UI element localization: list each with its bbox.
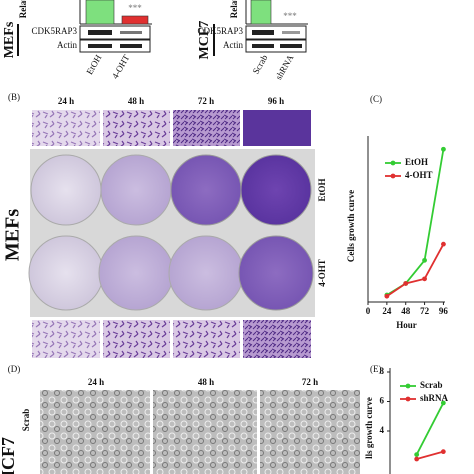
- series-line: [415, 402, 445, 456]
- data-point: [441, 241, 446, 247]
- series-line: [416, 450, 444, 460]
- x-tick-label: 72: [420, 306, 430, 316]
- panel-label: (C): [370, 94, 382, 104]
- lane-label: EtOH: [84, 53, 103, 77]
- significance: ***: [283, 11, 297, 21]
- legend-marker: [390, 160, 396, 166]
- panel-label: (E): [370, 364, 382, 374]
- panel-label: (B): [8, 92, 20, 102]
- data-point: [422, 257, 427, 263]
- x-tick-label: 96: [439, 306, 449, 316]
- blot-label: Actin: [223, 40, 243, 50]
- cell-line: MEFs: [2, 21, 17, 58]
- blot-label: CDK5RAP3: [197, 26, 243, 36]
- significance: ***: [128, 3, 142, 13]
- y-tick-label: 8: [380, 366, 385, 376]
- panel-a-mcf7: Relat *** CDK5RAP3 Actin MCF7 Scrab shRN…: [197, 0, 308, 81]
- y-label: Relat: [18, 0, 28, 18]
- time-label: 72 h: [198, 96, 214, 106]
- time-label: 48 h: [198, 377, 214, 387]
- lane-label: shRNA: [273, 53, 295, 82]
- cell-line: MEFs: [2, 209, 24, 261]
- x-tick-label: 24: [382, 306, 392, 316]
- y-label: Relat: [229, 0, 239, 18]
- data-point: [403, 281, 409, 286]
- legend-marker: [390, 173, 396, 179]
- data-point: [440, 400, 446, 406]
- time-label: 24 h: [88, 377, 104, 387]
- time-label: 72 h: [302, 377, 318, 387]
- blot-label: CDK5RAP3: [31, 26, 77, 36]
- time-label: 48 h: [128, 96, 144, 106]
- row-label: Scrab: [21, 409, 31, 432]
- data-point: [441, 146, 446, 152]
- panel-a-mefs: Relat *** CDK5RAP3 Actin MEFs EtOH 4-OHT: [2, 0, 152, 81]
- legend-marker: [405, 383, 411, 389]
- x-tick-label: 48: [401, 306, 411, 316]
- data-point: [414, 452, 420, 457]
- cell-line: MCF7: [197, 21, 212, 60]
- cell-line: MCF7: [0, 437, 18, 474]
- legend-label: shRNA: [420, 393, 449, 403]
- y-axis-label: lls growth curve: [364, 397, 374, 459]
- time-label: 96 h: [268, 96, 284, 106]
- y-axis-label: Cells growth curve: [346, 190, 356, 262]
- legend-label: 4-OHT: [405, 170, 433, 180]
- panel-d: (D) 24 h 48 h 72 h Scrab MCF7: [0, 364, 360, 474]
- lane-label: 4-OHT: [110, 53, 132, 81]
- y-tick-label: 6: [380, 396, 385, 406]
- data-point: [422, 276, 427, 282]
- y-tick-label: 4: [380, 425, 385, 435]
- panel-b: (B) 24 h 48 h 72 h 96 h EtOH 4-OHT MEFs: [2, 92, 327, 358]
- lane-label: Scrab: [251, 53, 270, 76]
- data-point: [414, 456, 420, 462]
- row-label: 4-OHT: [317, 259, 327, 287]
- panel-label: (D): [8, 364, 21, 374]
- series-line: [386, 243, 445, 297]
- time-label: 24 h: [58, 96, 74, 106]
- data-point: [384, 293, 390, 299]
- data-point: [440, 449, 446, 455]
- row-label: EtOH: [317, 178, 327, 201]
- x-tick-label: 0: [366, 306, 371, 316]
- x-axis-label: Hour: [396, 320, 417, 330]
- legend-label: Scrab: [420, 380, 443, 390]
- blot-label: Actin: [57, 40, 77, 50]
- legend-label: EtOH: [405, 157, 428, 167]
- legend-marker: [405, 396, 411, 402]
